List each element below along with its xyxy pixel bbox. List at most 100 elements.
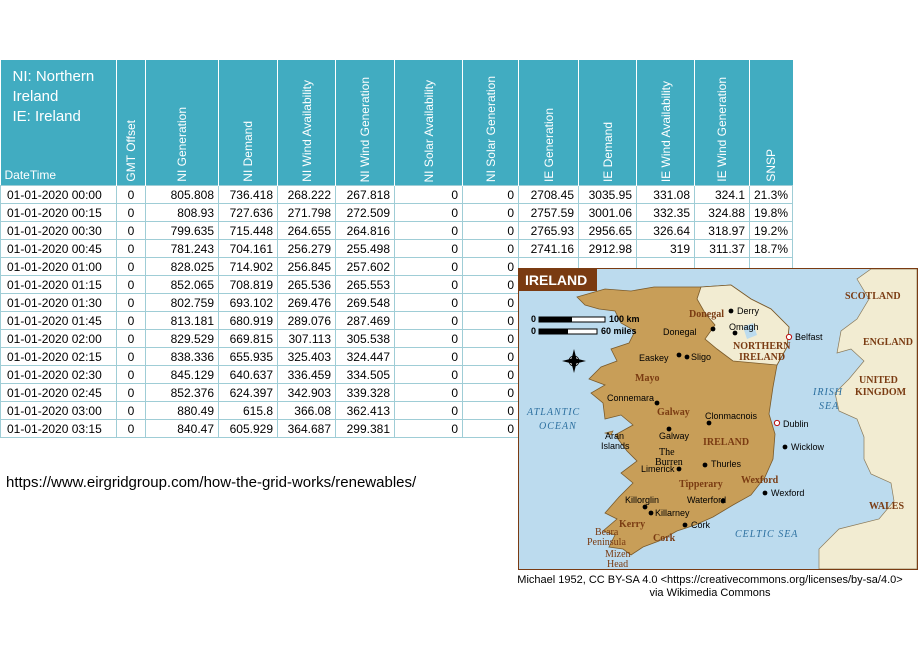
table-cell[interactable]: 880.49 xyxy=(145,401,219,420)
table-cell[interactable]: 366.08 xyxy=(277,401,336,420)
table-cell[interactable]: 0 xyxy=(394,275,463,294)
table-cell[interactable]: 287.469 xyxy=(335,311,395,330)
table-cell[interactable]: 640.637 xyxy=(218,365,278,384)
table-cell[interactable]: 331.08 xyxy=(636,185,695,204)
table-cell[interactable]: 727.636 xyxy=(218,203,278,222)
table-cell[interactable]: 01-01-2020 00:15 xyxy=(0,203,117,222)
table-cell[interactable]: 0 xyxy=(462,293,519,312)
table-cell[interactable]: 324.447 xyxy=(335,347,395,366)
table-cell[interactable]: 0 xyxy=(116,185,146,204)
table-cell[interactable]: 708.819 xyxy=(218,275,278,294)
table-cell[interactable]: 0 xyxy=(462,365,519,384)
table-cell[interactable]: 305.538 xyxy=(335,329,395,348)
table-cell[interactable]: 319 xyxy=(636,239,695,258)
table-cell[interactable]: 0 xyxy=(462,329,519,348)
table-cell[interactable]: 256.279 xyxy=(277,239,336,258)
table-cell[interactable]: 324.88 xyxy=(694,203,750,222)
table-cell[interactable]: 255.498 xyxy=(335,239,395,258)
table-cell[interactable]: 01-01-2020 03:00 xyxy=(0,401,117,420)
table-cell[interactable]: 0 xyxy=(462,257,519,276)
table-cell[interactable]: 0 xyxy=(462,203,519,222)
table-cell[interactable]: 0 xyxy=(116,221,146,240)
table-cell[interactable]: 838.336 xyxy=(145,347,219,366)
table-cell[interactable]: 0 xyxy=(462,311,519,330)
table-cell[interactable]: 318.97 xyxy=(694,221,750,240)
table-cell[interactable]: 0 xyxy=(116,203,146,222)
table-cell[interactable]: 845.129 xyxy=(145,365,219,384)
table-cell[interactable]: 669.815 xyxy=(218,329,278,348)
table-cell[interactable]: 693.102 xyxy=(218,293,278,312)
table-cell[interactable]: 339.328 xyxy=(335,383,395,402)
table-cell[interactable]: 01-01-2020 03:15 xyxy=(0,419,117,438)
table-cell[interactable]: 736.418 xyxy=(218,185,278,204)
table-cell[interactable]: 01-01-2020 01:45 xyxy=(0,311,117,330)
table-cell[interactable]: 0 xyxy=(116,293,146,312)
table-cell[interactable]: 257.602 xyxy=(335,257,395,276)
table-cell[interactable]: 01-01-2020 01:30 xyxy=(0,293,117,312)
table-cell[interactable]: 271.798 xyxy=(277,203,336,222)
table-cell[interactable]: 21.3% xyxy=(748,185,794,204)
table-cell[interactable]: 342.903 xyxy=(277,383,336,402)
table-cell[interactable]: 0 xyxy=(462,221,519,240)
table-cell[interactable]: 362.413 xyxy=(335,401,395,420)
table-cell[interactable]: 332.35 xyxy=(636,203,695,222)
table-cell[interactable]: 264.816 xyxy=(335,221,395,240)
table-cell[interactable]: 0 xyxy=(462,239,519,258)
table-cell[interactable]: 265.553 xyxy=(335,275,395,294)
table-cell[interactable]: 714.902 xyxy=(218,257,278,276)
table-cell[interactable]: 0 xyxy=(116,365,146,384)
table-cell[interactable]: 0 xyxy=(462,275,519,294)
table-cell[interactable]: 0 xyxy=(394,203,463,222)
table-cell[interactable]: 0 xyxy=(462,383,519,402)
table-cell[interactable]: 326.64 xyxy=(636,221,695,240)
table-cell[interactable]: 805.808 xyxy=(145,185,219,204)
table-cell[interactable]: 334.505 xyxy=(335,365,395,384)
table-cell[interactable]: 0 xyxy=(462,419,519,438)
table-cell[interactable]: 269.548 xyxy=(335,293,395,312)
table-cell[interactable]: 256.845 xyxy=(277,257,336,276)
table-cell[interactable]: 19.8% xyxy=(748,203,794,222)
table-cell[interactable]: 2765.93 xyxy=(518,221,579,240)
table-cell[interactable]: 0 xyxy=(462,185,519,204)
table-cell[interactable]: 0 xyxy=(394,383,463,402)
table-cell[interactable]: 01-01-2020 01:15 xyxy=(0,275,117,294)
table-cell[interactable]: 615.8 xyxy=(218,401,278,420)
table-cell[interactable]: 0 xyxy=(394,239,463,258)
table-cell[interactable]: 828.025 xyxy=(145,257,219,276)
table-cell[interactable]: 808.93 xyxy=(145,203,219,222)
table-cell[interactable]: 0 xyxy=(116,239,146,258)
table-cell[interactable]: 3035.95 xyxy=(578,185,637,204)
table-cell[interactable]: 364.687 xyxy=(277,419,336,438)
table-cell[interactable]: 0 xyxy=(116,311,146,330)
table-cell[interactable]: 813.181 xyxy=(145,311,219,330)
table-cell[interactable]: 2757.59 xyxy=(518,203,579,222)
source-url[interactable]: https://www.eirgridgroup.com/how-the-gri… xyxy=(6,474,417,491)
table-cell[interactable]: 2708.45 xyxy=(518,185,579,204)
table-cell[interactable]: 324.1 xyxy=(694,185,750,204)
table-cell[interactable]: 01-01-2020 00:30 xyxy=(0,221,117,240)
table-cell[interactable]: 680.919 xyxy=(218,311,278,330)
table-cell[interactable]: 0 xyxy=(116,257,146,276)
table-cell[interactable]: 268.222 xyxy=(277,185,336,204)
table-cell[interactable]: 799.635 xyxy=(145,221,219,240)
table-cell[interactable]: 802.759 xyxy=(145,293,219,312)
table-cell[interactable]: 840.47 xyxy=(145,419,219,438)
table-cell[interactable]: 852.065 xyxy=(145,275,219,294)
table-cell[interactable]: 0 xyxy=(394,401,463,420)
table-cell[interactable]: 715.448 xyxy=(218,221,278,240)
table-cell[interactable]: 264.655 xyxy=(277,221,336,240)
table-cell[interactable]: 325.403 xyxy=(277,347,336,366)
table-cell[interactable]: 265.536 xyxy=(277,275,336,294)
table-cell[interactable]: 0 xyxy=(394,329,463,348)
table-cell[interactable]: 269.476 xyxy=(277,293,336,312)
table-cell[interactable]: 704.161 xyxy=(218,239,278,258)
table-cell[interactable]: 307.113 xyxy=(277,329,336,348)
table-cell[interactable]: 0 xyxy=(394,257,463,276)
table-cell[interactable]: 655.935 xyxy=(218,347,278,366)
table-cell[interactable]: 852.376 xyxy=(145,383,219,402)
table-cell[interactable]: 336.459 xyxy=(277,365,336,384)
table-cell[interactable]: 0 xyxy=(462,401,519,420)
table-cell[interactable]: 829.529 xyxy=(145,329,219,348)
table-cell[interactable]: 01-01-2020 02:30 xyxy=(0,365,117,384)
table-cell[interactable]: 0 xyxy=(116,329,146,348)
